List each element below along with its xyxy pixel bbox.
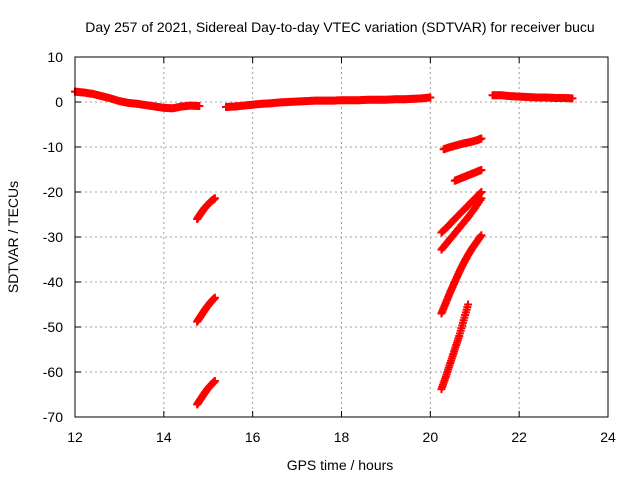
data-point <box>476 195 485 204</box>
x-tick-label: 20 <box>423 429 439 445</box>
y-tick-label: -60 <box>43 364 63 380</box>
y-tick-label: -10 <box>43 139 63 155</box>
data-point <box>210 293 219 302</box>
data-point <box>477 231 486 240</box>
y-tick-label: 0 <box>55 94 63 110</box>
y-tick-label: 10 <box>47 49 63 65</box>
x-tick-label: 22 <box>511 429 527 445</box>
x-tick-label: 16 <box>245 429 261 445</box>
data-point <box>477 194 486 203</box>
data-point <box>477 134 486 143</box>
data-point <box>426 93 435 102</box>
data-points <box>71 87 577 409</box>
y-tick-label: -20 <box>43 184 63 200</box>
plot-frame <box>74 56 609 418</box>
x-tick-label: 18 <box>334 429 350 445</box>
data-point <box>210 194 219 203</box>
data-point <box>464 300 473 309</box>
x-tick-label: 24 <box>600 429 616 445</box>
y-axis-title: SDTVAR / TECUs <box>5 181 21 293</box>
series-late-segment-6 <box>437 300 473 394</box>
data-point <box>477 165 486 174</box>
series-low-segment-2 <box>193 293 219 326</box>
data-point <box>568 94 577 103</box>
data-point <box>210 377 219 385</box>
y-tick-label: -40 <box>43 274 63 290</box>
data-point <box>195 102 204 111</box>
x-tick-label: 12 <box>67 429 83 445</box>
series-low-segment-3 <box>193 377 219 409</box>
series-main-trace-2 <box>222 93 435 111</box>
data-point <box>476 189 485 198</box>
series-main-trace-1 <box>71 87 204 113</box>
x-axis-title: GPS time / hours <box>287 457 394 473</box>
axis-ticks: 12 14 16 18 20 22 24 10 0 -10 -20 -30 -40 -50 -60 -70 <box>43 49 616 445</box>
grid-lines <box>75 57 608 417</box>
y-tick-label: -50 <box>43 319 63 335</box>
x-tick-label: 14 <box>156 429 172 445</box>
series-low-segment-1 <box>193 194 219 223</box>
series-main-trace-3 <box>488 91 577 103</box>
y-tick-label: -70 <box>43 409 63 425</box>
y-tick-label: -30 <box>43 229 63 245</box>
series-late-segment-1 <box>439 134 486 154</box>
chart-title: Day 257 of 2021, Sidereal Day-to-day VTE… <box>85 19 594 35</box>
series-late-segment-5 <box>437 231 486 318</box>
series-late-segment-2 <box>450 165 486 185</box>
series-late-segment-4 <box>437 194 486 254</box>
